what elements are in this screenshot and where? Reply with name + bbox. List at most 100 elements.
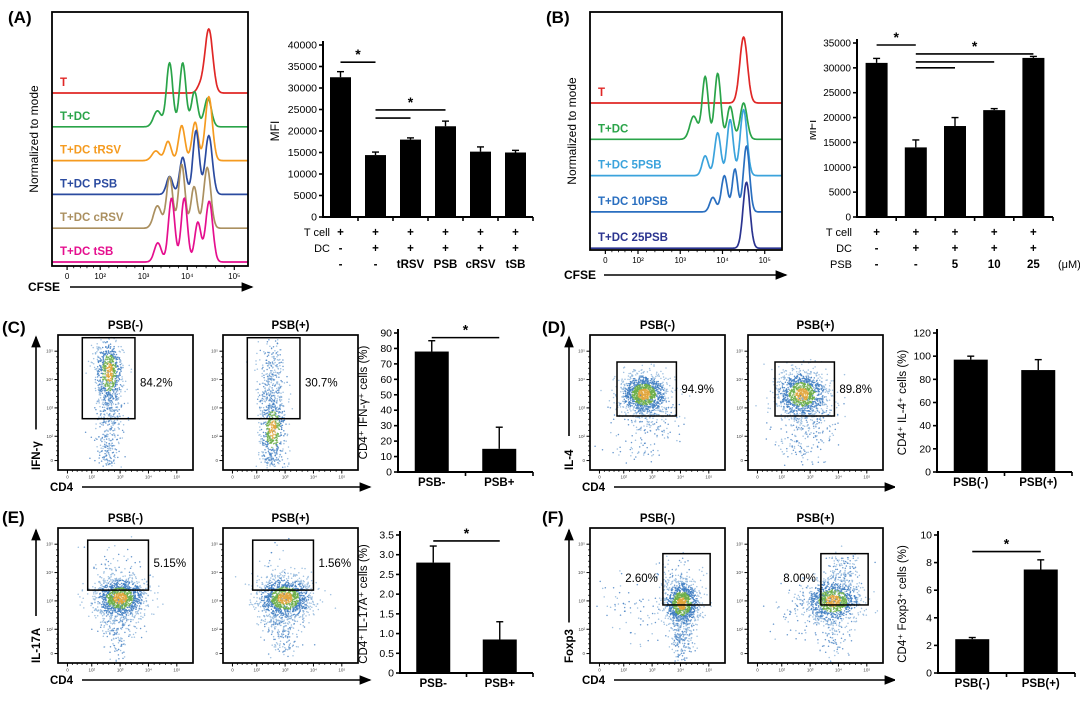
row-value: 25 — [1027, 259, 1040, 271]
y-tick-label: 80 — [919, 374, 931, 386]
row-value: - — [914, 259, 918, 271]
y-tick-label: 0 — [740, 458, 743, 463]
panel-a-cfse-histogram: Normalized to mode T T+DC T+DC tRSV T+DC PSB… — [0, 0, 270, 320]
y-tick-label: 30000 — [823, 63, 851, 74]
y-tick-label: 10⁵ — [736, 542, 743, 547]
y-axis-label-group: IL-17A — [31, 528, 43, 663]
sig-star: * — [464, 525, 470, 541]
x-tick-label: 10³ — [807, 475, 814, 480]
y-tick-label: 15000 — [288, 147, 317, 159]
panel-e-dot-plots: PSB(-) 5.15% 0 10² 10³ 10⁴ 10⁵ 0 10² 10³ 10⁴ 10⁵ PSB… — [0, 512, 385, 705]
sig-star: * — [972, 38, 978, 54]
y-tick-label: 0 — [50, 458, 53, 463]
y-tick-label: 1.0 — [379, 628, 394, 640]
trace-label: T — [598, 87, 605, 99]
y-tick-label: 0 — [925, 467, 931, 479]
row-value: + — [991, 227, 998, 239]
bar — [1021, 370, 1056, 472]
y-tick-label: 15000 — [823, 138, 851, 149]
y-tick-label: 10³ — [46, 598, 53, 603]
y-axis-label: MFI — [810, 120, 819, 141]
y-tick-label: 10² — [578, 627, 585, 632]
trace-label: T+DC — [60, 111, 90, 123]
y-axis-label: CD4⁺ IFN-γ⁺ cells (%) — [358, 345, 370, 459]
x-tick-label: 10³ — [282, 668, 289, 673]
x-tick-label: 10³ — [138, 272, 150, 281]
x-axis-label: CD4 — [50, 482, 74, 494]
category-label: PSB- — [420, 678, 448, 690]
bar — [470, 151, 491, 217]
bar — [416, 562, 451, 673]
trace-label: T — [60, 77, 67, 89]
gate-box — [820, 552, 869, 606]
y-tick-label: 10⁴ — [211, 570, 218, 575]
y-tick-label: 35000 — [288, 61, 317, 73]
dotE-svg: PSB(-) 5.15% 0 10² 10³ 10⁴ 10⁵ 0 10² 10³ 10⁴ 10⁵ PSB… — [31, 513, 372, 687]
trace — [51, 28, 249, 94]
barD-svg: CD4⁺ IL-4⁺ cells (%) 0 20 40 60 80 100 120 PSB(-… — [897, 328, 1073, 489]
sig-star: * — [463, 322, 469, 338]
panel-d-dot-plots: PSB(-) 94.9% 0 10² 10³ 10⁴ 10⁵ 0 10² 10³ 10⁴ 10⁵ PSB… — [540, 320, 897, 512]
dotC-svg: PSB(-) 84.2% 0 10² 10³ 10⁴ 10⁵ 0 10² 10³ 10⁴ 10⁵ PSB… — [31, 320, 372, 494]
panel-f-dot-plots: PSB(-) 2.60% 0 10² 10³ 10⁴ 10⁵ 0 10² 10³ 10⁴ 10⁵ PSB… — [540, 512, 897, 705]
panel-b-mfi-bar-chart: MFI 0 5000 10000 15000 20000 25000 30000 35000 * *… — [805, 0, 1080, 320]
y-tick-label: 10⁴ — [211, 377, 218, 382]
x-tick-label: 10⁴ — [310, 475, 317, 480]
panel-a-mfi-bar-chart: MFI 0 5000 10000 15000 20000 25000 30000 35000 40… — [268, 0, 540, 320]
y-axis-label-group: IL-4 — [564, 335, 576, 470]
x-tick-label: 0 — [598, 668, 601, 673]
row-value: + — [477, 227, 484, 239]
x-tick-label: 0 — [65, 272, 70, 281]
x-tick-label: 10⁴ — [677, 475, 684, 480]
y-tick-label: 30000 — [288, 83, 317, 95]
dotF-svg: PSB(-) 2.60% 0 10² 10³ 10⁴ 10⁵ 0 10² 10³ 10⁴ 10⁵ PSB… — [564, 513, 897, 687]
x-tick-label: 0 — [231, 475, 234, 480]
y-axis-label: CD4⁺ IL-4⁺ cells (%) — [897, 350, 909, 456]
plot-title: PSB(+) — [796, 320, 834, 332]
y-axis-label: Foxp3 — [564, 629, 576, 663]
y-tick-label: 10² — [46, 434, 53, 439]
y-tick-label: 0 — [215, 458, 218, 463]
trace-label: T+DC — [598, 123, 628, 135]
gate-percentage: 1.56% — [318, 558, 351, 570]
y-tick-label: 10³ — [736, 405, 743, 410]
panel-d-label: (D) — [542, 318, 566, 337]
y-tick-label: 25000 — [823, 88, 851, 99]
y-tick-label: 0 — [926, 668, 932, 680]
x-tick-label: 10³ — [117, 668, 124, 673]
bar — [365, 155, 386, 217]
row-value: + — [512, 243, 519, 255]
x-tick-label: 10³ — [807, 668, 814, 673]
y-tick-label: 10⁴ — [46, 570, 53, 575]
row-value: + — [407, 243, 414, 255]
trace-label: T+DC cRSV — [60, 212, 124, 224]
trace-label: T+DC PSB — [60, 178, 117, 190]
y-tick-label: 10⁵ — [211, 542, 218, 547]
row-value: tSB — [506, 259, 526, 271]
y-tick-label: 0 — [388, 668, 394, 680]
row-value: + — [512, 227, 519, 239]
y-tick-label: 30 — [380, 420, 392, 432]
row-value: + — [952, 227, 959, 239]
row-value: + — [912, 243, 919, 255]
x-tick-label: 10² — [88, 668, 95, 673]
trace — [51, 129, 249, 196]
x-tick-label: 10⁵ — [863, 475, 870, 480]
y-tick-label: 4 — [926, 612, 932, 624]
gate-box — [86, 539, 150, 591]
x-tick-label: 0 — [66, 668, 69, 673]
y-axis-label: IL-4 — [564, 449, 576, 470]
y-tick-label: 0 — [582, 458, 585, 463]
y-tick-label: 10 — [380, 451, 392, 463]
x-tick-label: 0 — [66, 475, 69, 480]
bar — [414, 351, 449, 472]
row-value: 10 — [988, 259, 1001, 271]
x-axis-label: CD4 — [582, 482, 606, 494]
row-name: DC — [836, 243, 852, 255]
gate-percentage: 84.2% — [140, 377, 173, 389]
gate-box — [251, 539, 315, 591]
trace — [589, 36, 783, 104]
x-tick-label: 0 — [598, 475, 601, 480]
trace-label: T+DC tSB — [60, 246, 113, 258]
